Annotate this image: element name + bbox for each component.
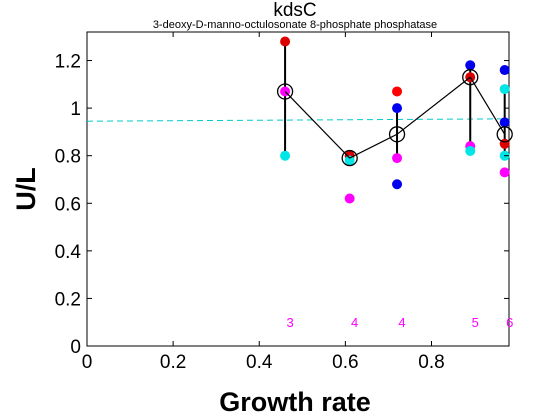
y-tick-label: 0.8 <box>55 147 81 168</box>
data-point <box>465 145 476 156</box>
y-tick-label: 0.4 <box>55 242 82 263</box>
count-label: 5 <box>472 315 479 330</box>
mean-marker <box>341 149 358 167</box>
y-tick-label: 0.2 <box>55 289 81 310</box>
count-label: 4 <box>398 315 405 330</box>
mean-line <box>284 76 506 159</box>
data-point <box>344 155 355 166</box>
x-tick-label: 0.6 <box>332 352 358 373</box>
data-point <box>392 86 403 97</box>
x-tick-label: 0 <box>82 352 93 373</box>
mean-marker <box>496 126 513 143</box>
count-label-layer: 3 4 4 5 6 <box>286 315 513 330</box>
x-axis: 0 0.2 0.4 0.6 0.8 <box>82 32 445 373</box>
mean-marker <box>276 83 294 100</box>
y-tick-label: 1 <box>70 99 81 120</box>
x-tick-label: 0.4 <box>246 352 273 373</box>
data-point <box>392 153 403 164</box>
data-point <box>499 167 510 178</box>
data-point <box>392 103 403 114</box>
data-point <box>499 84 510 95</box>
count-label: 4 <box>351 315 358 330</box>
plot-area <box>86 31 510 347</box>
y-tick-label: 0 <box>70 337 81 358</box>
data-point <box>499 65 510 76</box>
data-point <box>344 193 355 204</box>
count-label: 6 <box>506 315 513 330</box>
y-tick-label: 0.6 <box>55 194 81 215</box>
chart-title: kdsC <box>273 0 316 21</box>
y-tick-label: 1.2 <box>55 52 81 73</box>
mean-marker <box>462 69 479 86</box>
reference-line-layer <box>86 118 510 122</box>
data-point <box>280 36 291 47</box>
mean-line-layer <box>276 69 513 167</box>
y-axis-label: U/L <box>11 167 41 211</box>
data-point <box>499 117 510 128</box>
chart-subtitle: 3-deoxy-D-manno-octulosonate 8-phosphate… <box>153 19 437 31</box>
x-tick-label: 0.2 <box>160 352 186 373</box>
x-tick-label: 0.8 <box>418 352 444 373</box>
reference-line <box>86 118 510 122</box>
count-label: 3 <box>286 315 293 330</box>
x-axis-label: Growth rate <box>219 387 371 417</box>
y-axis: 0 0.2 0.4 0.6 0.8 1 1.2 <box>55 52 509 358</box>
mean-marker <box>388 126 406 143</box>
data-point <box>280 150 291 161</box>
data-point <box>392 179 403 190</box>
data-point <box>465 60 476 71</box>
